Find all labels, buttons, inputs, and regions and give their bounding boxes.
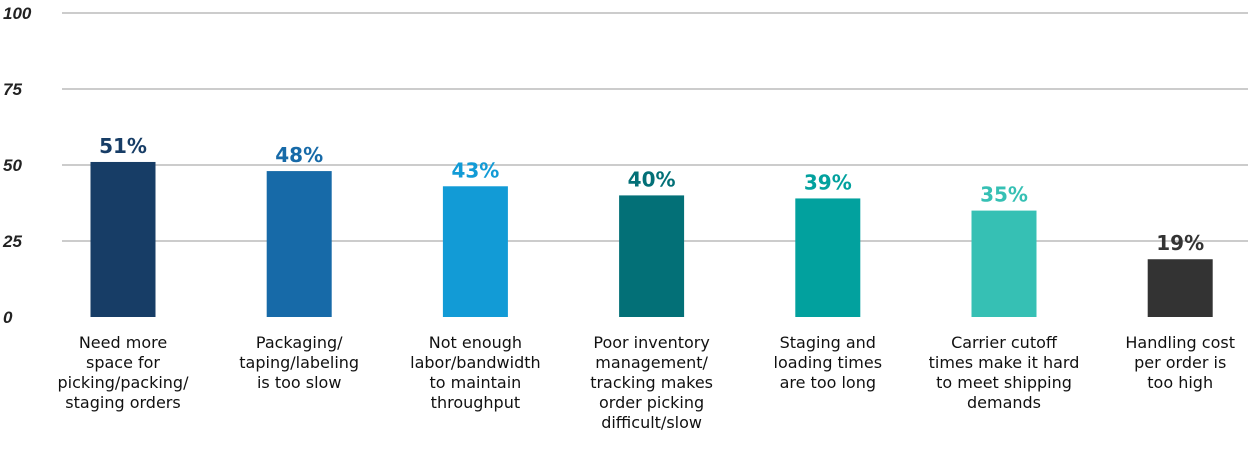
y-tick-label: 0 <box>3 308 13 327</box>
category-label: Poor inventory management/tracking makes o… <box>590 333 713 432</box>
category-label: Not enough labor/bandwidth to maintain thro… <box>410 333 541 412</box>
bars <box>90 161 1213 317</box>
category-label-line: Poor inventory <box>593 333 709 352</box>
category-label: Carrier cutoff times make it hard to meet … <box>929 333 1080 412</box>
y-tick-label: 50 <box>3 156 22 175</box>
category-label-line: Staging and <box>780 333 876 352</box>
category-label-line: staging orders <box>65 393 180 412</box>
category-label-line: picking/packing/ <box>58 373 190 392</box>
data-label: 35% <box>980 183 1028 207</box>
category-label-line: space for <box>86 353 160 372</box>
bar <box>795 198 861 317</box>
bar <box>90 161 156 317</box>
category-label-line: are too long <box>780 373 876 392</box>
category-label-line: tracking makes <box>590 373 713 392</box>
y-tick-label: 25 <box>2 232 22 251</box>
category-label: Handling cost per order is too high <box>1125 333 1235 392</box>
bar <box>442 186 508 317</box>
category-label: Need more space for picking/packing/stagin… <box>58 333 190 412</box>
category-label-line: to meet shipping <box>936 373 1072 392</box>
category-label-line: demands <box>967 393 1041 412</box>
category-label-line: Not enough <box>429 333 522 352</box>
category-label-line: Carrier cutoff <box>951 333 1058 352</box>
category-label-line: difficult/slow <box>601 413 702 432</box>
data-label: 40% <box>628 167 676 191</box>
category-label-line: to maintain <box>430 373 522 392</box>
bar <box>971 210 1037 317</box>
category-label-line: throughput <box>431 393 520 412</box>
bar <box>619 195 685 317</box>
category-label-line: is too slow <box>257 373 341 392</box>
category-label-line: too high <box>1147 373 1213 392</box>
bar <box>266 171 332 317</box>
category-label-line: order picking <box>599 393 704 412</box>
category-label: Packaging/taping/labeling is too slow <box>239 333 359 392</box>
data-label: 19% <box>1156 231 1204 255</box>
category-label-line: per order is <box>1134 353 1226 372</box>
category-label-line: loading times <box>774 353 883 372</box>
category-label-line: Packaging/ <box>256 333 343 352</box>
category-label-line: Handling cost <box>1125 333 1235 352</box>
y-tick-label: 100 <box>3 4 32 23</box>
category-label-line: Need more <box>79 333 167 352</box>
data-label: 39% <box>804 170 852 194</box>
data-label: 51% <box>99 134 147 158</box>
category-label-line: taping/labeling <box>239 353 359 372</box>
category-label-line: labor/bandwidth <box>410 353 541 372</box>
data-label: 48% <box>275 143 323 167</box>
data-label: 43% <box>451 158 499 182</box>
bar <box>1147 259 1213 317</box>
category-labels: Need more space for picking/packing/stagin… <box>58 333 1235 432</box>
y-tick-label: 75 <box>3 80 22 99</box>
category-label: Staging and loading times are too long <box>774 333 883 392</box>
category-label-line: times make it hard <box>929 353 1080 372</box>
y-axis-ticks: 0 25 50 75 100 <box>2 4 32 327</box>
category-label-line: management/ <box>595 353 708 372</box>
value-labels: 51% 48% 43% 40% 39% 35% 19% <box>99 134 1204 255</box>
